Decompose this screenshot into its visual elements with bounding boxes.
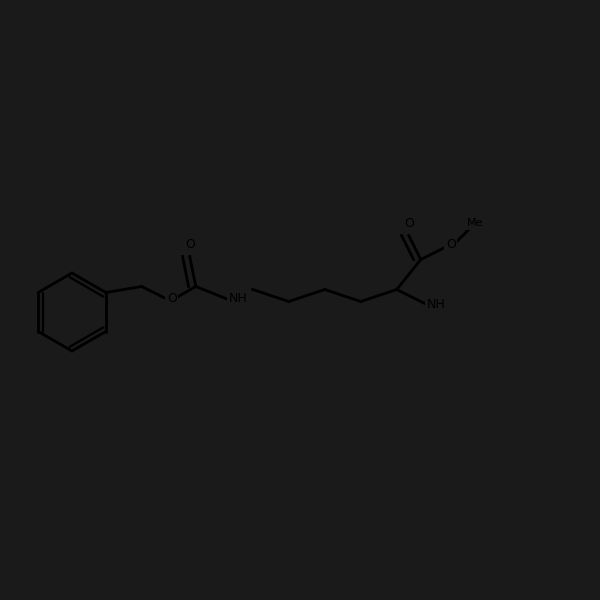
Text: NH: NH (427, 298, 445, 311)
Text: Me: Me (467, 218, 483, 229)
Text: O: O (167, 292, 177, 305)
Text: O: O (404, 217, 414, 230)
Text: NH: NH (229, 292, 247, 305)
Text: O: O (446, 238, 456, 251)
Text: O: O (185, 238, 195, 251)
